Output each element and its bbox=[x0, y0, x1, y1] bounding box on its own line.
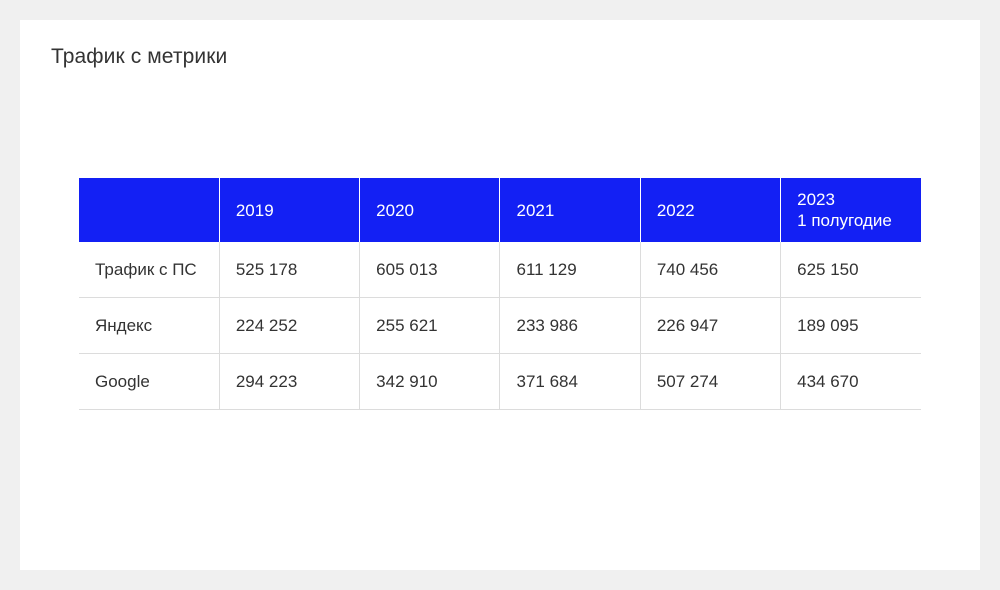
header-cell-2021: 2021 bbox=[499, 178, 641, 242]
table-cell: 434 670 bbox=[780, 353, 921, 410]
row-label: Google bbox=[79, 353, 220, 410]
table-row: Трафик с ПС 525 178 605 013 611 129 740 … bbox=[79, 242, 921, 298]
table-cell: 371 684 bbox=[499, 353, 641, 410]
header-cell-2023: 2023 1 полугодие bbox=[780, 178, 921, 242]
header-cell-2022: 2022 bbox=[639, 178, 781, 242]
table-cell: 255 621 bbox=[359, 297, 500, 354]
table-cell: 507 274 bbox=[639, 353, 781, 410]
table-cell: 611 129 bbox=[499, 242, 641, 298]
row-label: Трафик с ПС bbox=[79, 242, 220, 298]
row-label: Яндекс bbox=[79, 297, 220, 354]
table-cell: 605 013 bbox=[359, 242, 500, 298]
header-year-label: 2020 bbox=[376, 200, 414, 220]
table-cell: 525 178 bbox=[218, 242, 360, 298]
table-header-row: 2019 2020 2021 2022 2023 1 полугодие bbox=[79, 178, 921, 242]
table-cell: 625 150 bbox=[780, 242, 921, 298]
table-row: Яндекс 224 252 255 621 233 986 226 947 1… bbox=[79, 297, 921, 354]
table-cell: 342 910 bbox=[359, 353, 500, 410]
header-year-label: 2021 bbox=[516, 200, 555, 220]
table-cell: 226 947 bbox=[639, 297, 781, 354]
content-card: Трафик с метрики 2019 2020 2021 2022 bbox=[20, 20, 980, 570]
header-period-label: 1 полугодие bbox=[797, 211, 892, 230]
header-year-label: 2022 bbox=[656, 200, 695, 220]
header-corner-cell bbox=[79, 178, 219, 242]
table-cell: 224 252 bbox=[218, 297, 360, 354]
table-cell: 233 986 bbox=[499, 297, 641, 354]
header-year-label: 2019 bbox=[235, 200, 274, 220]
table-row: Google 294 223 342 910 371 684 507 274 4… bbox=[79, 353, 921, 410]
table-cell: 294 223 bbox=[218, 353, 360, 410]
header-year-label: 2023 bbox=[797, 190, 835, 209]
header-cell-2020: 2020 bbox=[359, 178, 500, 242]
table-cell: 740 456 bbox=[639, 242, 781, 298]
header-cell-2019: 2019 bbox=[218, 178, 360, 242]
table-cell: 189 095 bbox=[780, 297, 921, 354]
traffic-table: 2019 2020 2021 2022 2023 1 полугодие bbox=[79, 178, 921, 410]
page-title: Трафик с метрики bbox=[51, 45, 228, 68]
